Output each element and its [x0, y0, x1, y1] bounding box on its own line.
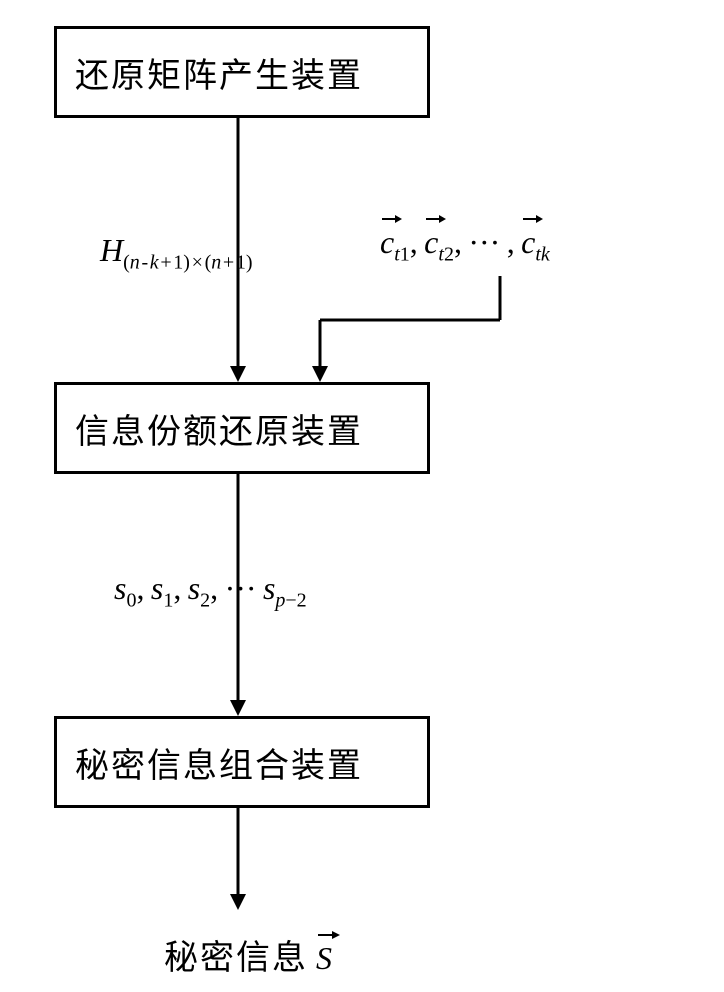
vec-S: S	[316, 940, 332, 977]
vec-S-base: S	[316, 940, 332, 976]
final-prefix: 秘密信息	[164, 940, 308, 977]
label-secret-S: 秘密信息 S	[164, 930, 332, 979]
arrow-b3-to-output	[0, 0, 724, 992]
diagram-canvas: 还原矩阵产生装置 H(n - k + 1) × (n + 1) c t1, c …	[0, 0, 724, 992]
